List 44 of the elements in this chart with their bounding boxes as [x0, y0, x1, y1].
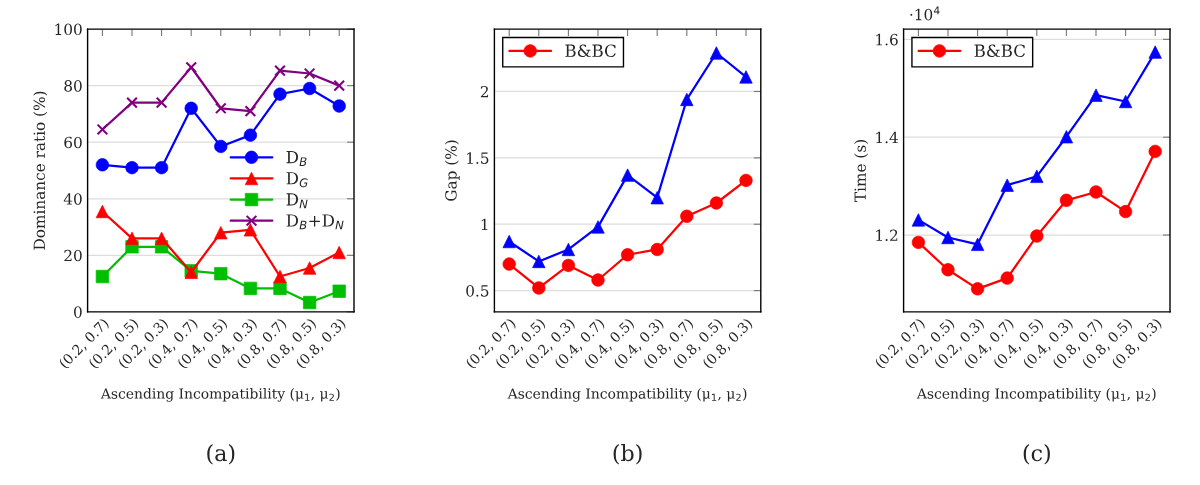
- y-tick-label: 80: [64, 80, 82, 92]
- y-tick-label: 100: [55, 23, 82, 36]
- text: (c): [1023, 444, 1050, 465]
- y-tick-label: 60: [64, 136, 82, 149]
- y-axis-title: Time (s): [854, 140, 869, 202]
- y-tick-label: 40: [63, 193, 82, 205]
- y-axis-title: Gap (%): [444, 140, 460, 201]
- point: [941, 230, 955, 245]
- point: [244, 105, 257, 117]
- y-tick-label: 0: [74, 306, 82, 318]
- y-tick-label: 1.5: [467, 152, 489, 164]
- point: [214, 102, 227, 115]
- y-tick-label: 0.5: [466, 285, 489, 297]
- x-axis-title: Ascending Incompatibility (μ$_{1}$, μ$_{2}$): [507, 388, 747, 402]
- y-tick-label: 1.4: [876, 131, 898, 144]
- point: [126, 96, 138, 109]
- point: [214, 267, 228, 281]
- point: [125, 231, 139, 245]
- y-tick-label: 2: [480, 85, 489, 98]
- text: (a): [207, 444, 235, 465]
- x-axis-title: Ascending Incompatibility (μ$_{1}$, μ$_{2}$): [916, 388, 1156, 402]
- point: [96, 123, 109, 136]
- text: (b): [613, 444, 642, 465]
- y-tick-label: 1.6: [876, 33, 898, 46]
- point: [274, 64, 286, 77]
- y-tick-label: 20: [64, 249, 82, 262]
- legend-label: D$_{B}$+D$_{N}$: [286, 214, 344, 230]
- point: [303, 295, 317, 310]
- point: [1119, 94, 1133, 109]
- text: ·10$^{4}$: [910, 6, 940, 21]
- legend-label: D$_{G}$: [286, 172, 308, 188]
- y-tick-label: 1.2: [876, 229, 898, 242]
- y-tick-label: 1: [481, 218, 488, 231]
- legend-label: D$_{N}$: [286, 193, 308, 209]
- point: [273, 269, 287, 284]
- point: [303, 67, 316, 80]
- legend-label: D$_{B}$: [286, 151, 307, 166]
- x-axis-title: Ascending Incompatibility (μ$_{1}$, μ$_{2}$): [100, 388, 340, 402]
- point: [155, 96, 168, 109]
- legend-label: B&BC: [974, 44, 1025, 57]
- y-axis-title: Dominance ratio (%): [33, 91, 48, 250]
- point: [561, 242, 575, 257]
- point: [333, 79, 346, 92]
- legend-label: B&BC: [565, 44, 616, 57]
